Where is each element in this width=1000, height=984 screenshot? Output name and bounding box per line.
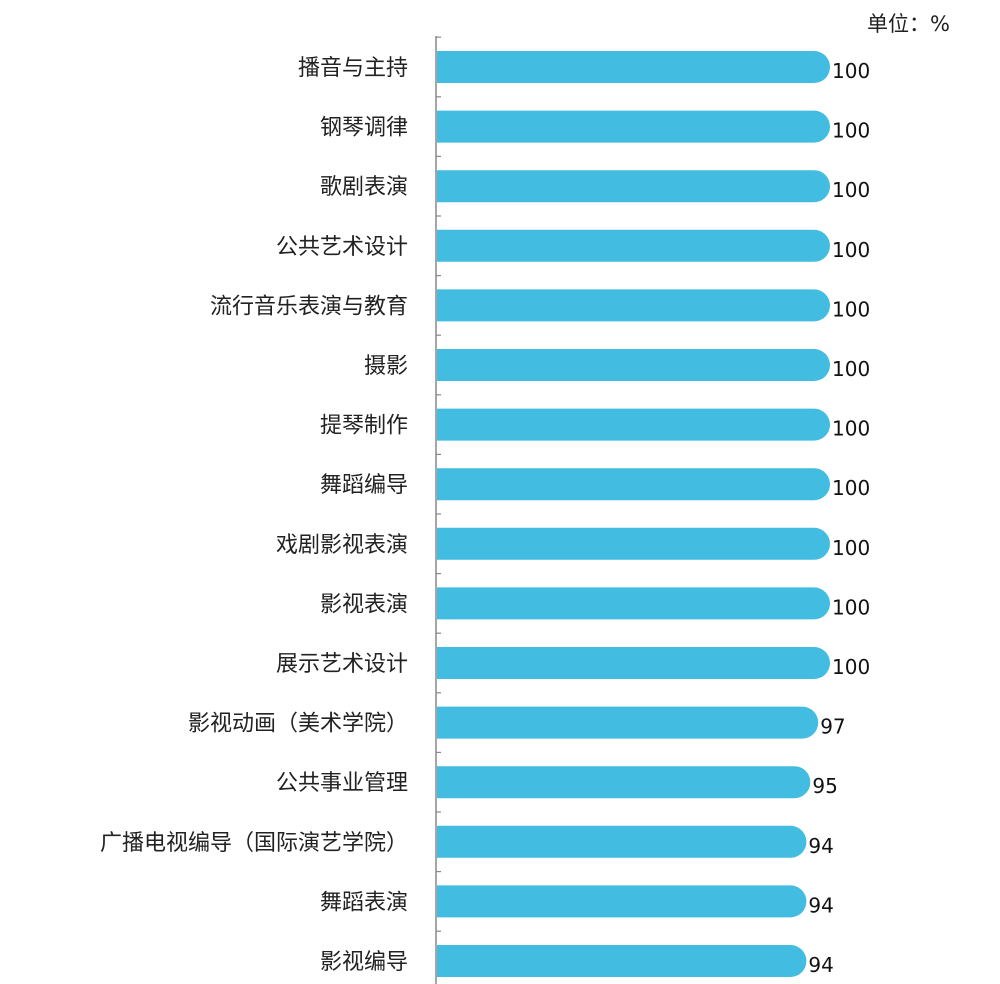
category-label: 公共事业管理 [276,771,408,796]
value-label: 100 [832,417,870,441]
bar [437,945,807,977]
bar [437,647,830,679]
value-label: 100 [832,119,870,143]
bar [437,408,830,441]
value-label: 100 [832,59,870,83]
value-label: 94 [808,893,833,917]
bar [437,289,830,322]
bar [437,766,811,799]
unit-label: 单位：% [867,12,950,36]
category-label: 广播电视编导（国际演艺学院） [100,831,408,856]
value-label: 100 [832,655,870,679]
bar [437,229,830,262]
category-label: 播音与主持 [298,56,408,81]
bar [437,170,830,203]
category-label: 提琴制作 [320,414,408,439]
value-label: 100 [832,238,870,262]
category-label: 影视动画（美术学院） [188,712,408,737]
bar [437,51,830,83]
category-label: 流行音乐表演与教育 [210,294,408,319]
bar [437,825,807,858]
category-label: 公共艺术设计 [276,235,408,260]
bar [437,885,807,918]
category-label: 展示艺术设计 [276,652,408,677]
value-label: 100 [832,357,870,381]
value-label: 100 [832,178,870,202]
value-label: 97 [820,715,845,739]
category-label: 戏剧影视表演 [276,533,408,558]
category-label: 摄影 [364,354,408,379]
category-label: 歌剧表演 [320,175,408,200]
value-label: 100 [832,536,870,560]
category-label: 舞蹈表演 [320,890,408,915]
value-label: 94 [808,834,833,858]
value-label: 100 [832,595,870,619]
bar [437,587,830,620]
category-label: 舞蹈编导 [320,473,408,498]
bar [437,349,830,381]
bar [437,468,830,501]
category-label: 钢琴调律 [320,116,408,141]
category-label: 影视编导 [320,950,408,975]
category-label: 影视表演 [320,592,408,617]
bar [437,110,830,143]
bar [437,706,819,739]
value-label: 100 [832,476,870,500]
bar [437,527,830,560]
value-label: 100 [832,297,870,321]
value-label: 94 [808,953,833,977]
value-label: 95 [812,774,837,798]
